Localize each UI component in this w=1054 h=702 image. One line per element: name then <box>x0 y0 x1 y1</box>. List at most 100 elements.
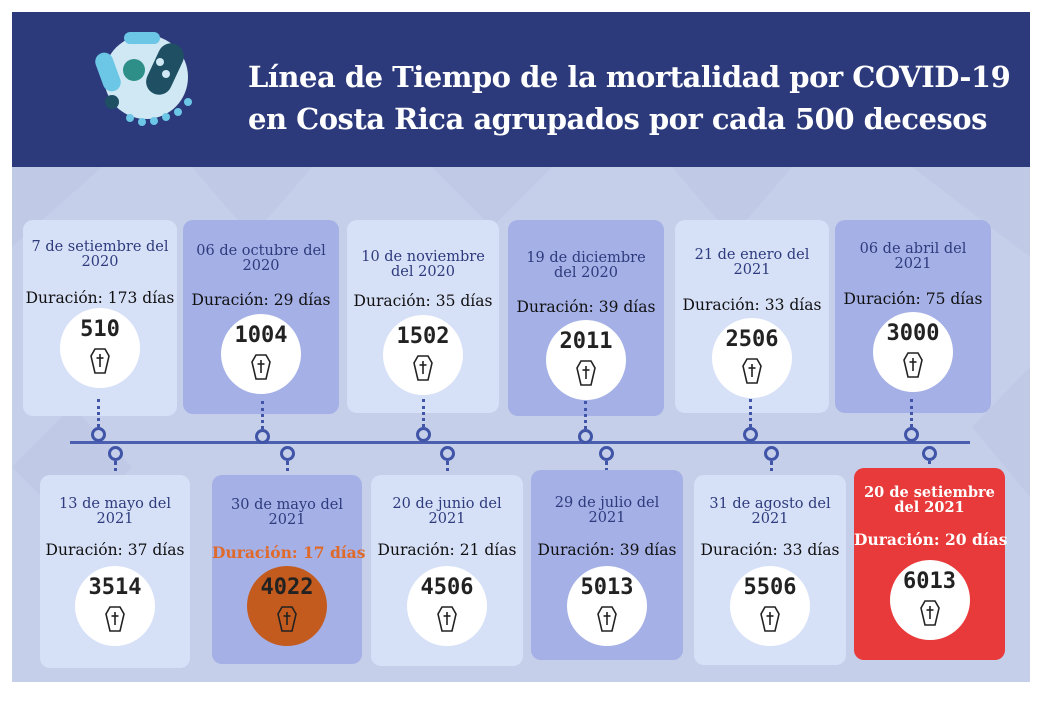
event-date: 19 de diciembre del 2020 <box>526 250 646 281</box>
timeline-node <box>599 446 614 461</box>
event-card-8: 30 de mayo del 2021 Duración: 17 días 402… <box>212 475 366 664</box>
event-card-12: 20 de setiembre del 2021 Duración: 20 día… <box>854 468 1008 660</box>
event-duration: Duración: 20 días <box>854 530 1008 549</box>
event-count-circle: 6013 <box>889 560 970 640</box>
event-count: 3000 <box>886 321 940 346</box>
event-count-circle: 4506 <box>407 566 487 646</box>
event-count: 5013 <box>580 575 634 600</box>
connector <box>770 461 773 479</box>
event-date: 06 de octubre del 2020 <box>196 243 326 274</box>
event-duration: Duración: 21 días <box>377 541 517 559</box>
coffin-cross-icon <box>251 354 271 380</box>
coffin-cross-icon <box>576 360 596 386</box>
timeline-node <box>108 446 123 461</box>
event-duration: Duración: 37 días <box>45 541 185 559</box>
event-count: 2011 <box>559 329 613 354</box>
event-count-circle: 3000 <box>873 312 953 392</box>
event-date: 20 de junio del 2021 <box>392 496 502 527</box>
connector <box>114 461 117 479</box>
event-count: 510 <box>80 317 120 342</box>
coffin-cross-icon <box>277 606 297 632</box>
timeline-node <box>440 446 455 461</box>
event-count-circle: 1502 <box>383 315 463 395</box>
event-card-5: 21 de enero del 2021 Duración: 33 días 25… <box>675 220 829 413</box>
timeline-axis <box>70 441 970 444</box>
coffin-cross-icon <box>105 606 125 632</box>
connector <box>446 461 449 479</box>
infographic: Línea de Tiempo de la mortalidad por COV… <box>12 12 1030 682</box>
header-banner: Línea de Tiempo de la mortalidad por COV… <box>12 12 1030 167</box>
coffin-cross-icon <box>919 600 940 626</box>
event-count-circle: 2506 <box>712 318 792 398</box>
coffin-cross-icon <box>903 352 923 378</box>
timeline-node <box>922 446 937 461</box>
event-duration: Duración: 17 días <box>212 543 366 562</box>
connector <box>286 461 289 479</box>
connector <box>584 401 587 429</box>
coffin-cross-icon <box>760 606 780 632</box>
event-duration: Duración: 33 días <box>700 541 840 559</box>
title-line-2: en Costa Rica agrupados por cada 500 dec… <box>248 102 987 136</box>
event-date: 13 de mayo del 2021 <box>59 496 171 527</box>
coffin-cross-icon <box>90 348 110 374</box>
event-count: 2506 <box>725 327 779 352</box>
connector <box>97 399 100 427</box>
event-date: 29 de julio del 2021 <box>554 495 660 526</box>
event-count: 3514 <box>88 575 142 600</box>
coffin-cross-icon <box>742 358 762 384</box>
event-count-circle: 3514 <box>75 566 155 646</box>
connector <box>749 399 752 427</box>
event-count-circle: 5013 <box>567 566 647 646</box>
connector <box>910 399 913 427</box>
event-date: 30 de mayo del 2021 <box>231 497 343 528</box>
event-duration: Duración: 33 días <box>682 296 822 314</box>
timeline-node <box>280 446 295 461</box>
event-date: 31 de agosto del 2021 <box>709 496 831 527</box>
timeline-node <box>743 427 758 442</box>
connector <box>261 401 264 429</box>
event-date: 10 de noviembre del 2020 <box>361 249 485 280</box>
timeline-node <box>578 429 593 444</box>
event-count: 1004 <box>234 323 288 348</box>
event-count: 4022 <box>260 575 314 600</box>
event-duration: Duración: 39 días <box>516 298 656 316</box>
event-duration: Duración: 75 días <box>843 290 983 308</box>
event-duration: Duración: 39 días <box>537 541 677 559</box>
event-card-1: 7 de setiembre del 2020 Duración: 173 día… <box>23 220 177 416</box>
event-count: 5506 <box>743 575 797 600</box>
event-card-10: 29 de julio del 2021 Duración: 39 días 50… <box>531 470 683 660</box>
timeline-node <box>764 446 779 461</box>
connector <box>928 461 931 471</box>
coffin-cross-icon <box>437 606 457 632</box>
event-card-6: 06 de abril del 2021 Duración: 75 días 30… <box>835 220 991 413</box>
event-count: 1502 <box>396 324 450 349</box>
timeline-node <box>416 427 431 442</box>
event-count: 6013 <box>903 569 956 594</box>
event-count-circle: 2011 <box>546 320 626 400</box>
event-date: 21 de enero del 2021 <box>694 247 810 278</box>
event-card-11: 31 de agosto del 2021 Duración: 33 días 5… <box>694 475 846 665</box>
event-count-circle: 5506 <box>730 566 810 646</box>
event-count-circle: 4022 <box>247 566 327 646</box>
event-date: 06 de abril del 2021 <box>859 241 967 272</box>
page-title: Línea de Tiempo de la mortalidad por COV… <box>248 56 1028 140</box>
event-date: 20 de setiembre del 2021 <box>864 484 995 516</box>
event-card-9: 20 de junio del 2021 Duración: 21 días 45… <box>371 475 523 666</box>
event-count: 4506 <box>420 575 474 600</box>
event-count-circle: 1004 <box>221 314 301 394</box>
timeline-node <box>255 429 270 444</box>
coffin-cross-icon <box>597 606 617 632</box>
event-card-2: 06 de octubre del 2020 Duración: 29 días … <box>183 220 339 414</box>
timeline-node <box>904 427 919 442</box>
timeline-node <box>91 427 106 442</box>
event-card-7: 13 de mayo del 2021 Duración: 37 días 351… <box>40 475 190 668</box>
title-line-1: Línea de Tiempo de la mortalidad por COV… <box>248 60 1011 94</box>
connector <box>422 399 425 427</box>
event-duration: Duración: 29 días <box>191 291 331 309</box>
coffin-cross-icon <box>413 355 433 381</box>
event-date: 7 de setiembre del 2020 <box>31 239 169 270</box>
event-card-3: 10 de noviembre del 2020 Duración: 35 día… <box>347 220 499 413</box>
event-duration: Duración: 173 días <box>25 289 175 307</box>
event-card-4: 19 de diciembre del 2020 Duración: 39 día… <box>508 220 664 416</box>
virus-icon <box>95 32 192 126</box>
